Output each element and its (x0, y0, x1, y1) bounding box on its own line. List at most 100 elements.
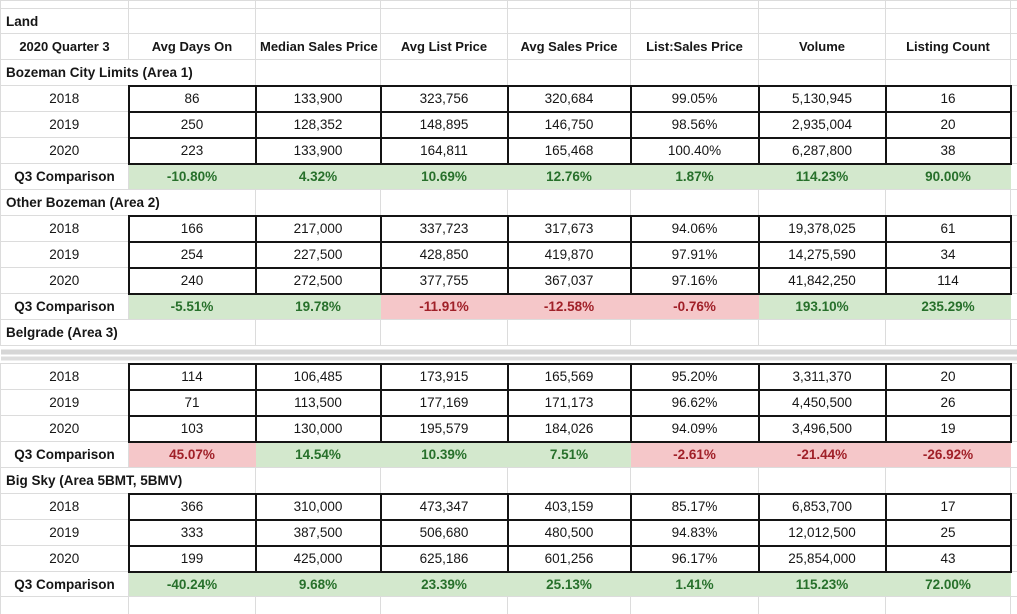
data-cell[interactable]: 333 (127, 518, 257, 547)
data-cell[interactable]: 199 (127, 544, 257, 573)
data-cell[interactable]: 165,468 (506, 136, 632, 165)
data-cell[interactable]: 100.40% (629, 136, 760, 165)
data-cell[interactable]: 419,870 (506, 240, 632, 269)
cell-empty[interactable] (507, 467, 631, 494)
data-cell[interactable]: 323,756 (379, 84, 509, 113)
data-cell[interactable]: 366 (127, 492, 257, 521)
data-cell[interactable]: 94.09% (629, 414, 760, 443)
comparison-cell-good[interactable]: -5.51% (128, 293, 256, 320)
cell-empty[interactable] (885, 59, 1011, 86)
cell-empty[interactable] (380, 59, 508, 86)
cell-empty[interactable] (255, 8, 381, 34)
data-cell[interactable]: 2,935,004 (757, 110, 887, 139)
cell-empty[interactable] (758, 0, 886, 9)
data-cell[interactable]: 367,037 (506, 266, 632, 295)
row-label-year[interactable]: 2020 (0, 267, 129, 294)
cell-empty[interactable] (255, 0, 381, 9)
data-cell[interactable]: 272,500 (254, 266, 382, 295)
cell-empty[interactable] (885, 319, 1011, 346)
comparison-cell-good[interactable]: 12.76% (507, 163, 631, 190)
cell-empty[interactable] (1010, 267, 1017, 294)
cell-empty[interactable] (507, 596, 631, 614)
comparison-cell-good[interactable]: 14.54% (255, 441, 381, 468)
row-label-comparison[interactable]: Q3 Comparison (0, 441, 129, 468)
cell-empty[interactable] (507, 0, 631, 9)
cell-empty[interactable] (1010, 215, 1017, 242)
cell-empty[interactable] (758, 319, 886, 346)
cell-empty[interactable] (1010, 241, 1017, 268)
cell-empty[interactable] (758, 59, 886, 86)
data-cell[interactable]: 20 (884, 110, 1012, 139)
cell-empty[interactable] (1010, 441, 1017, 468)
data-cell[interactable]: 114 (127, 362, 257, 391)
comparison-cell-good[interactable]: 115.23% (758, 571, 886, 597)
data-cell[interactable]: 403,159 (506, 492, 632, 521)
column-header-cell[interactable]: Median Sales Price (255, 33, 381, 60)
cell-empty[interactable] (1010, 545, 1017, 572)
row-label-year[interactable]: 2018 (0, 493, 129, 520)
cell-empty[interactable] (1010, 85, 1017, 112)
comparison-cell-good[interactable]: 19.78% (255, 293, 381, 320)
cell-empty[interactable] (380, 596, 508, 614)
row-label-year[interactable]: 2020 (0, 415, 129, 442)
data-cell[interactable]: 317,673 (506, 214, 632, 243)
comparison-cell-good[interactable]: 10.39% (380, 441, 508, 468)
row-label-year[interactable]: 2019 (0, 241, 129, 268)
cell-empty[interactable] (1010, 389, 1017, 416)
cell-empty[interactable] (1010, 571, 1017, 597)
cell-empty[interactable] (630, 59, 759, 86)
data-cell[interactable]: 114 (884, 266, 1012, 295)
comparison-cell-good[interactable]: 9.68% (255, 571, 381, 597)
data-cell[interactable]: 130,000 (254, 414, 382, 443)
data-cell[interactable]: 146,750 (506, 110, 632, 139)
cell-empty[interactable] (630, 467, 759, 494)
cell-empty[interactable] (128, 8, 256, 34)
comparison-cell-good[interactable]: -40.24% (128, 571, 256, 597)
column-header-cell[interactable]: Avg List Price (380, 33, 508, 60)
comparison-cell-bad[interactable]: -2.61% (630, 441, 759, 468)
data-cell[interactable]: 250 (127, 110, 257, 139)
cell-empty[interactable] (380, 8, 508, 34)
data-cell[interactable]: 99.05% (629, 84, 760, 113)
data-cell[interactable]: 320,684 (506, 84, 632, 113)
comparison-cell-good[interactable]: 193.10% (758, 293, 886, 320)
cell-empty[interactable] (507, 189, 631, 216)
data-cell[interactable]: 85.17% (629, 492, 760, 521)
comparison-cell-bad[interactable]: -26.92% (885, 441, 1011, 468)
data-cell[interactable]: 217,000 (254, 214, 382, 243)
cell-empty[interactable] (1010, 363, 1017, 390)
data-cell[interactable]: 3,311,370 (757, 362, 887, 391)
cell-empty[interactable] (255, 189, 381, 216)
data-cell[interactable]: 6,287,800 (757, 136, 887, 165)
cell-empty[interactable] (1010, 293, 1017, 320)
cell-empty[interactable] (885, 189, 1011, 216)
data-cell[interactable]: 480,500 (506, 518, 632, 547)
cell-empty[interactable] (885, 596, 1011, 614)
data-cell[interactable]: 14,275,590 (757, 240, 887, 269)
comparison-cell-good[interactable]: 23.39% (380, 571, 508, 597)
cell-empty[interactable] (1010, 519, 1017, 546)
comparison-cell-good[interactable]: 235.29% (885, 293, 1011, 320)
cell-empty[interactable] (255, 467, 381, 494)
data-cell[interactable]: 165,569 (506, 362, 632, 391)
cell-empty[interactable] (507, 319, 631, 346)
data-cell[interactable]: 387,500 (254, 518, 382, 547)
row-label-comparison[interactable]: Q3 Comparison (0, 293, 129, 320)
data-cell[interactable]: 171,173 (506, 388, 632, 417)
data-cell[interactable]: 25,854,000 (757, 544, 887, 573)
cell-empty[interactable] (758, 189, 886, 216)
cell-empty[interactable] (1010, 0, 1017, 9)
data-cell[interactable]: 61 (884, 214, 1012, 243)
cell-empty[interactable] (255, 319, 381, 346)
cell-empty[interactable] (1010, 319, 1017, 346)
comparison-cell-bad[interactable]: -21.44% (758, 441, 886, 468)
comparison-cell-bad[interactable]: -12.58% (507, 293, 631, 320)
cell-empty[interactable] (1010, 596, 1017, 614)
column-header-cell[interactable]: Listing Count (885, 33, 1011, 60)
data-cell[interactable]: 177,169 (379, 388, 509, 417)
data-cell[interactable]: 3,496,500 (757, 414, 887, 443)
cell-empty[interactable] (507, 8, 631, 34)
data-cell[interactable]: 96.62% (629, 388, 760, 417)
data-cell[interactable]: 97.91% (629, 240, 760, 269)
row-label-year[interactable]: 2018 (0, 215, 129, 242)
